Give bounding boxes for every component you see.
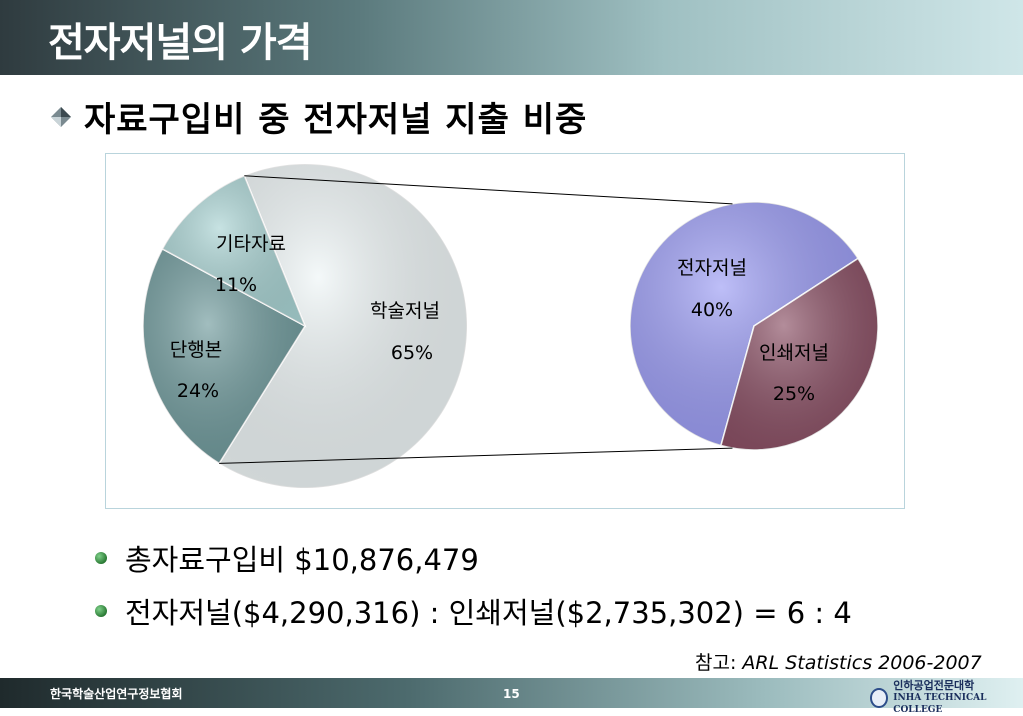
secondary-pie-slice-shading (630, 202, 858, 446)
reference-label: 참고: (695, 652, 737, 674)
title-bar: 전자저널의 가격 (0, 0, 1023, 75)
main-pie (142, 163, 468, 489)
connector-lines (219, 175, 733, 464)
secondary-pie-slice-shading (720, 258, 878, 450)
data-label: 40% (691, 299, 733, 321)
data-label: 기타자료 (216, 233, 286, 255)
data-label: 단행본 (170, 339, 222, 361)
data-label: 전자저널 (677, 257, 747, 279)
diamond-bullet-icon (51, 106, 71, 127)
reference-source: ARL Statistics 2006-2007 (742, 652, 982, 674)
college-logo: 인하공업전문대학 INHA TECHNICAL COLLEGE (870, 680, 1023, 716)
page-number: 15 (503, 687, 520, 701)
bullet-item: 전자저널($4,290,316) : 인쇄저널($2,735,302) = 6 … (95, 590, 852, 632)
reference-note: 참고: ARL Statistics 2006-2007 (695, 648, 982, 675)
bullet-item: 총자료구입비 $10,876,479 (95, 537, 479, 579)
data-label: 학술저널 (370, 300, 440, 322)
logo-english: INHA TECHNICAL COLLEGE (893, 693, 987, 715)
footer-org: 한국학술산업연구정보협회 (50, 687, 183, 701)
data-label: 25% (773, 383, 815, 405)
connector-line (219, 447, 733, 464)
main-pie-slice-shading (162, 175, 305, 326)
footer-bar: 한국학술산업연구정보협회 15 인하공업전문대학 INHA TECHNICAL … (0, 678, 1023, 715)
pie-of-pie-chart: 학술저널 65% 단행본 24% 기타자료 11% 전자저널 40% 인쇄저널 25% (105, 153, 905, 509)
chart-labels: 학술저널 65% 단행본 24% 기타자료 11% 전자저널 40% 인쇄저널 25% (170, 233, 829, 405)
seal-icon (870, 688, 889, 708)
section-heading: 자료구입비 중 전자저널 지출 비중 (84, 100, 588, 140)
green-bullet-icon (95, 552, 107, 564)
connector-line (244, 175, 733, 205)
slide-title: 전자저널의 가격 (48, 20, 313, 66)
data-label: 인쇄저널 (759, 342, 829, 364)
chart-canvas: 학술저널 65% 단행본 24% 기타자료 11% 전자저널 40% 인쇄저널 25% (142, 163, 879, 489)
logo-korean: 인하공업전문대학 (893, 679, 975, 692)
main-pie-slice-shading (143, 248, 305, 464)
data-label: 65% (391, 342, 433, 364)
main-pie-slice-shading (219, 164, 467, 489)
green-bullet-icon (95, 605, 107, 617)
bullet-text: 총자료구입비 $10,876,479 (125, 543, 479, 577)
data-label: 24% (177, 380, 219, 402)
heading-row: 자료구입비 중 전자저널 지출 비중 (50, 92, 587, 141)
bullet-text: 전자저널($4,290,316) : 인쇄저널($2,735,302) = 6 … (125, 596, 852, 630)
secondary-pie (629, 201, 879, 451)
data-label: 11% (215, 274, 257, 296)
